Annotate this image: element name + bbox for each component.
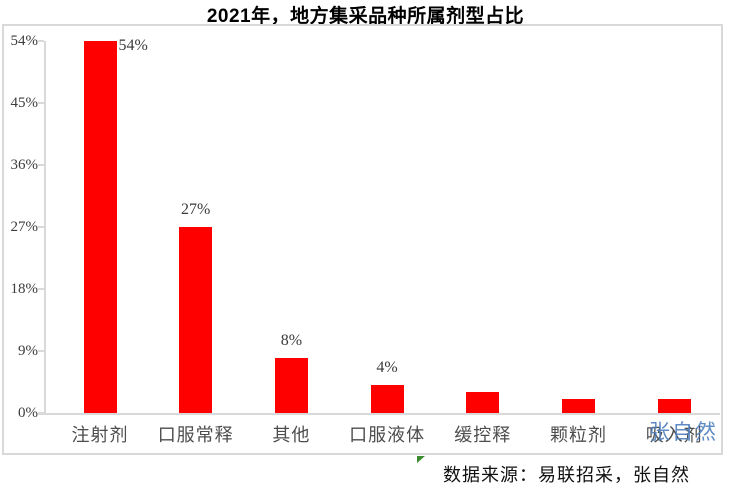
x-category-label-口服液体: 口服液体 (349, 425, 426, 445)
bar-颗粒剂 (562, 399, 595, 413)
y-tick-label: 36% (10, 157, 39, 173)
x-category-label-口服常释: 口服常释 (157, 425, 234, 445)
bar-吸入剂 (657, 399, 691, 413)
bar-其他 (274, 358, 308, 413)
bar-value-label: 8% (280, 332, 303, 349)
bar-注射剂 (83, 41, 117, 413)
bar-value-label: 4% (376, 359, 398, 376)
green-corner-triangle-icon (417, 456, 425, 463)
y-tick-label: 45% (10, 95, 39, 111)
y-tick-mark (38, 226, 44, 228)
y-tick-label: 9% (18, 343, 38, 359)
y-axis-line (44, 41, 46, 415)
data-source-text: 数据来源：易联招采，张自然 (443, 465, 690, 485)
x-axis-line (38, 413, 720, 415)
chart-title: 2021年，地方集采品种所属剂型占比 (206, 6, 525, 27)
plot-area: 张自然 0% 9% 18% 27% 36% 45% 54% 54% 注射剂 27% 口服常释 8% 其他… (2, 24, 723, 455)
bar-口服常释 (179, 227, 213, 413)
y-tick-mark (38, 350, 44, 352)
y-tick-mark (38, 102, 44, 104)
x-category-label-吸入剂: 吸入剂 (645, 425, 703, 445)
y-tick-mark (38, 40, 44, 42)
y-tick-mark (38, 412, 44, 414)
y-tick-mark (38, 288, 44, 290)
y-tick-label: 0% (18, 405, 38, 421)
watermark-text: 张自然 (649, 420, 718, 444)
x-category-label-颗粒剂: 颗粒剂 (550, 425, 607, 445)
y-tick-label: 54% (10, 33, 39, 49)
y-tick-mark (38, 164, 44, 166)
bar-value-label: 27% (181, 201, 211, 218)
x-category-label-缓控释: 缓控释 (454, 425, 512, 445)
bar-缓控释 (466, 392, 500, 413)
y-tick-label: 27% (10, 219, 39, 235)
bar-value-label: 54% (118, 37, 148, 54)
x-category-label-其他: 其他 (272, 425, 311, 445)
y-tick-label: 18% (10, 281, 39, 297)
x-category-label-注射剂: 注射剂 (71, 425, 129, 445)
bar-口服液体 (370, 385, 404, 413)
